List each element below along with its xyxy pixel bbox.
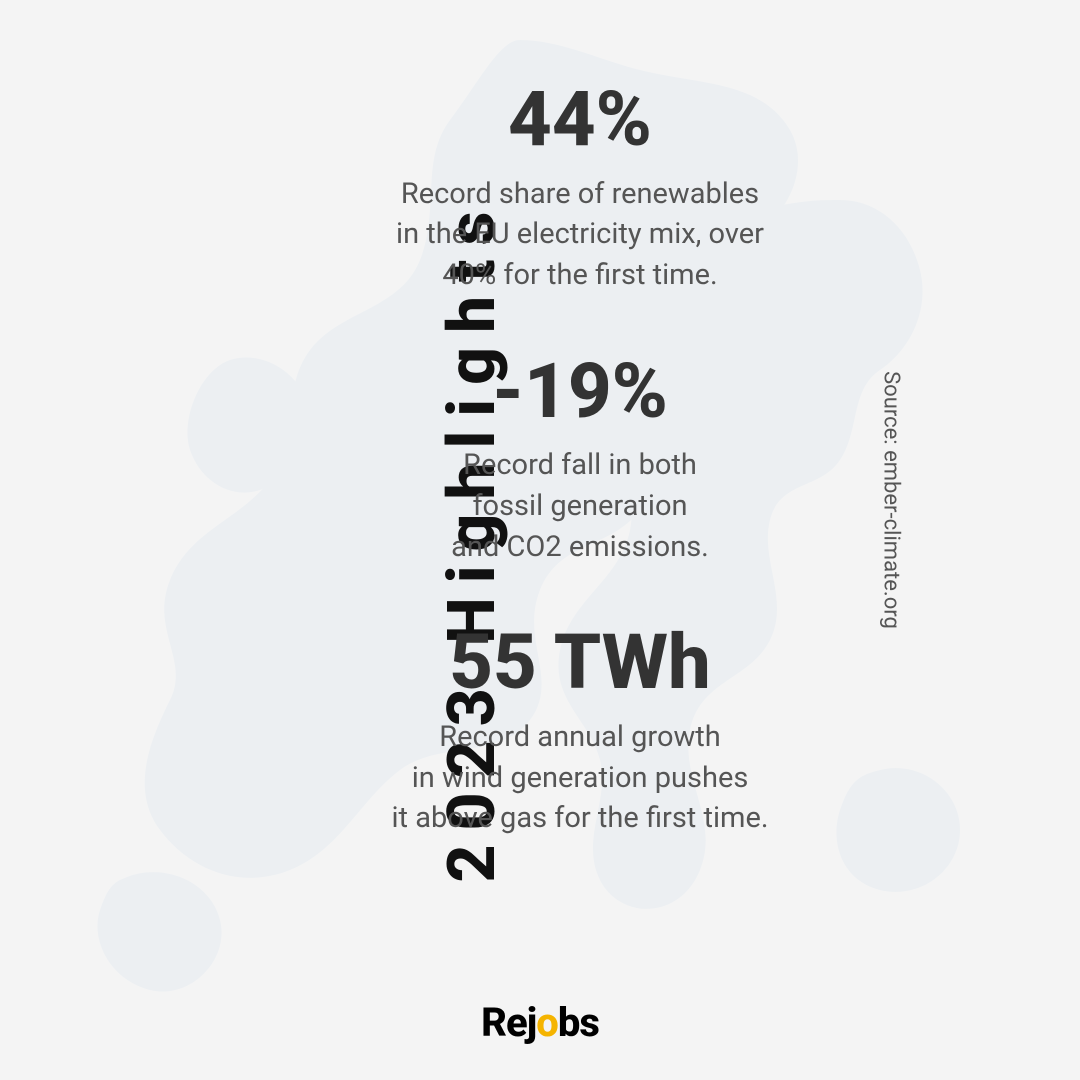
stat-fossil-fall: -19% Record fall in both fossil generati… [300,352,860,568]
stat-value: 55 TWh [300,623,860,703]
stat-wind-growth: 55 TWh Record annual growth in wind gene… [300,623,860,839]
stat-description: Record share of renewables in the EU ele… [300,174,860,296]
stat-description: Record annual growth in wind generation … [300,717,860,839]
stat-description: Record fall in both fossil generation an… [300,445,860,567]
source-label-vertical: Source: ember-climate.org [879,371,904,629]
rejobs-logo: Rejobs [481,999,599,1046]
stats-column: 44% Record share of renewables in the EU… [300,80,860,839]
logo-suffix: bs [558,999,599,1046]
stat-value: -19% [300,352,860,432]
logo-accent-o: o [536,999,558,1046]
logo-prefix: Rej [481,999,536,1046]
stat-renewables-share: 44% Record share of renewables in the EU… [300,80,860,296]
stat-value: 44% [300,80,860,160]
